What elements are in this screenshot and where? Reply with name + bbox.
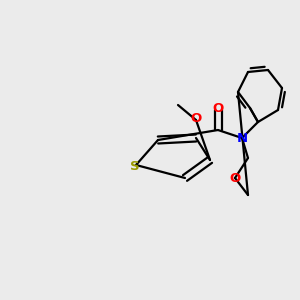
Text: N: N: [236, 131, 247, 145]
Text: S: S: [130, 160, 140, 172]
Text: O: O: [190, 112, 202, 125]
Text: O: O: [212, 103, 224, 116]
Text: O: O: [230, 172, 241, 184]
